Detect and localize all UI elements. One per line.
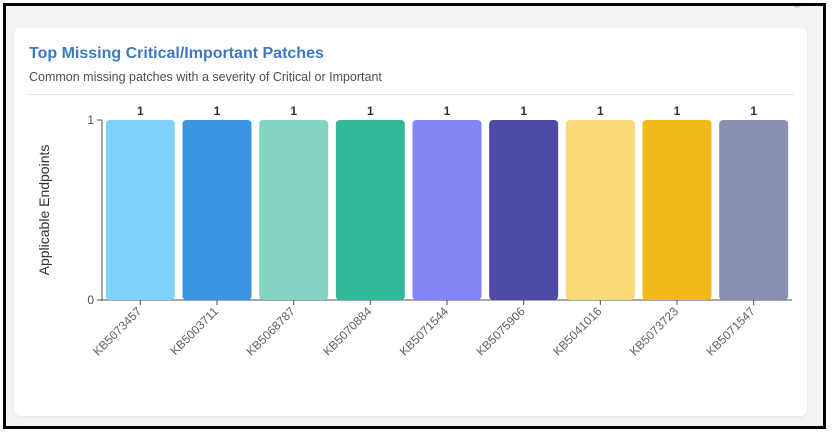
bar-KB5070884 (335, 120, 405, 300)
bar-KB5071547 (719, 120, 789, 300)
data-label: 1 (674, 104, 681, 118)
bar-KB5071544 (412, 120, 482, 300)
bar-KB5041016 (565, 120, 635, 300)
x-tick-label: KB5073457 (90, 304, 144, 358)
data-label: 1 (444, 104, 451, 118)
card-title: Top Missing Critical/Important Patches (29, 45, 324, 62)
bar-KB5003711 (182, 120, 252, 300)
card-divider (29, 94, 794, 95)
card-subtitle: Common missing patches with a severity o… (29, 70, 382, 84)
window-frame: Top Missing Critical/Important Patches C… (3, 3, 826, 429)
bar-chart: 0 1 Applicable Endpoints 1 KB5073457 1 KB50037… (36, 104, 792, 358)
scroll-handle-icon (793, 6, 801, 8)
bar-KB5073457 (105, 120, 175, 300)
bar-KB5075906 (489, 120, 559, 300)
x-tick-label: KB5068787 (244, 304, 298, 358)
x-tick-label: KB5003711 (167, 304, 221, 358)
data-label: 1 (367, 104, 374, 118)
x-tick-label: KB5075906 (474, 304, 528, 358)
y-tick-label: 0 (87, 293, 94, 307)
data-label: 1 (750, 104, 757, 118)
bar-KB5073723 (642, 120, 712, 300)
chart-card: Top Missing Critical/Important Patches C… (14, 28, 807, 416)
data-label: 1 (597, 104, 604, 118)
x-tick-label: KB5070884 (320, 304, 374, 358)
bar-KB5068787 (259, 120, 329, 300)
x-tick-label: KB5071544 (397, 304, 451, 358)
x-tick-label: KB5071547 (704, 304, 758, 358)
data-label: 1 (137, 104, 144, 118)
y-tick-label: 1 (87, 113, 94, 127)
data-label: 1 (520, 104, 527, 118)
x-tick-label: KB5073723 (627, 304, 681, 358)
data-label: 1 (290, 104, 297, 118)
y-axis-title: Applicable Endpoints (36, 145, 52, 276)
x-tick-label: KB5041016 (550, 304, 604, 358)
data-label: 1 (214, 104, 221, 118)
